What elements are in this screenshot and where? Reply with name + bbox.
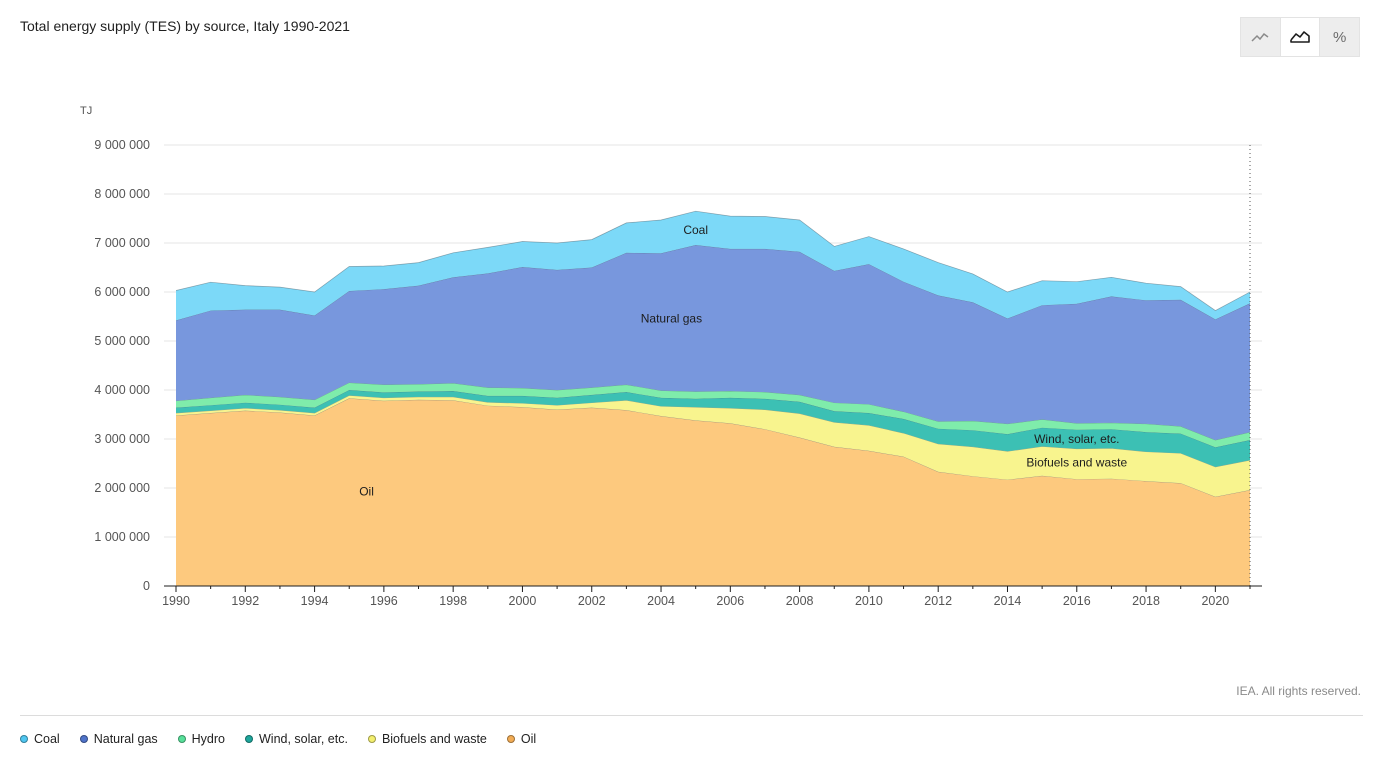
percent-icon: % [1333,28,1347,46]
chart-legend: Coal Natural gas Hydro Wind, solar, etc. Bio… [20,732,536,746]
y-tick-label: 1 000 000 [94,530,150,544]
area-chart-button[interactable] [1279,18,1320,56]
stacked-area-chart: 0 1 000 000 2 000 000 3 000 000 4 000 000 5 0… [80,105,1262,608]
area-label: Wind, solar, etc. [1034,432,1119,446]
legend-item-oil[interactable]: Oil [506,732,537,746]
legend-dot-icon [177,735,186,743]
x-tick-label: 2016 [1063,594,1091,608]
x-tick-label: 1992 [231,594,259,608]
y-tick-label: 7 000 000 [94,236,150,250]
area-oil[interactable] [176,398,1250,586]
area-label: Coal [683,223,708,237]
legend-label: Wind, solar, etc. [259,732,348,746]
chart-view-toolbar: % [1240,17,1360,57]
area-edge-coal [175,210,1251,312]
area-label: Natural gas [641,311,702,325]
legend-label: Hydro [191,732,225,746]
area-hydro[interactable] [176,382,1250,448]
legend-label: Biofuels and waste [381,732,487,746]
x-tick-label: 2012 [924,594,952,608]
x-tick-label: 2006 [716,594,744,608]
y-axis-unit-label: TJ [80,105,92,117]
x-tick-label: 2020 [1201,594,1229,608]
legend-dot-icon [245,735,253,743]
x-tick-label: 1994 [301,594,329,608]
legend-item-coal[interactable]: Coal [20,732,60,746]
chart-title: Total energy supply (TES) by source, Ita… [20,18,350,34]
legend-dot-icon [79,735,88,743]
y-tick-label: 4 000 000 [94,383,150,397]
y-tick-label: 3 000 000 [94,432,150,446]
area-biofuels-and-waste[interactable] [176,395,1250,497]
line-chart-button[interactable] [1241,18,1280,56]
y-tick-label: 2 000 000 [94,481,150,495]
legend-dot-icon [20,735,28,743]
x-tick-label: 2010 [855,594,883,608]
x-tick-label: 1990 [162,594,190,608]
legend-item-natural-gas[interactable]: Natural gas [79,732,158,746]
x-tick-label: 2000 [509,594,537,608]
line-chart-icon [1251,32,1269,42]
area-coal[interactable] [176,211,1250,321]
legend-dot-icon [367,735,376,743]
area-label: Oil [359,484,374,498]
y-tick-label: 9 000 000 [94,138,150,152]
y-tick-label: 8 000 000 [94,187,150,201]
legend-item-wind-solar-etc[interactable]: Wind, solar, etc. [245,732,348,746]
legend-item-biofuels-and-waste[interactable]: Biofuels and waste [367,732,487,746]
legend-label: Coal [34,732,60,746]
x-tick-label: 2002 [578,594,606,608]
y-tick-label: 0 [143,579,150,593]
y-tick-label: 6 000 000 [94,285,150,299]
area-wind-solar-etc[interactable] [176,390,1250,467]
percent-chart-button[interactable]: % [1319,18,1360,56]
legend-label: Natural gas [93,732,158,746]
area-label: Biofuels and waste [1026,455,1127,469]
legend-label: Oil [520,732,537,746]
x-tick-label: 2008 [786,594,814,608]
legend-dot-icon [506,735,515,743]
legend-item-hydro[interactable]: Hydro [177,732,225,746]
credit-text: IEA. All rights reserved. [1236,684,1361,698]
x-tick-label: 2014 [994,594,1022,608]
x-tick-label: 2004 [647,594,675,608]
area-chart-icon [1290,31,1310,43]
x-tick-label: 1996 [370,594,398,608]
area-natural-gas[interactable] [176,245,1250,440]
legend-divider [20,715,1363,716]
x-tick-label: 2018 [1132,594,1160,608]
y-tick-label: 5 000 000 [94,334,150,348]
x-tick-label: 1998 [439,594,467,608]
